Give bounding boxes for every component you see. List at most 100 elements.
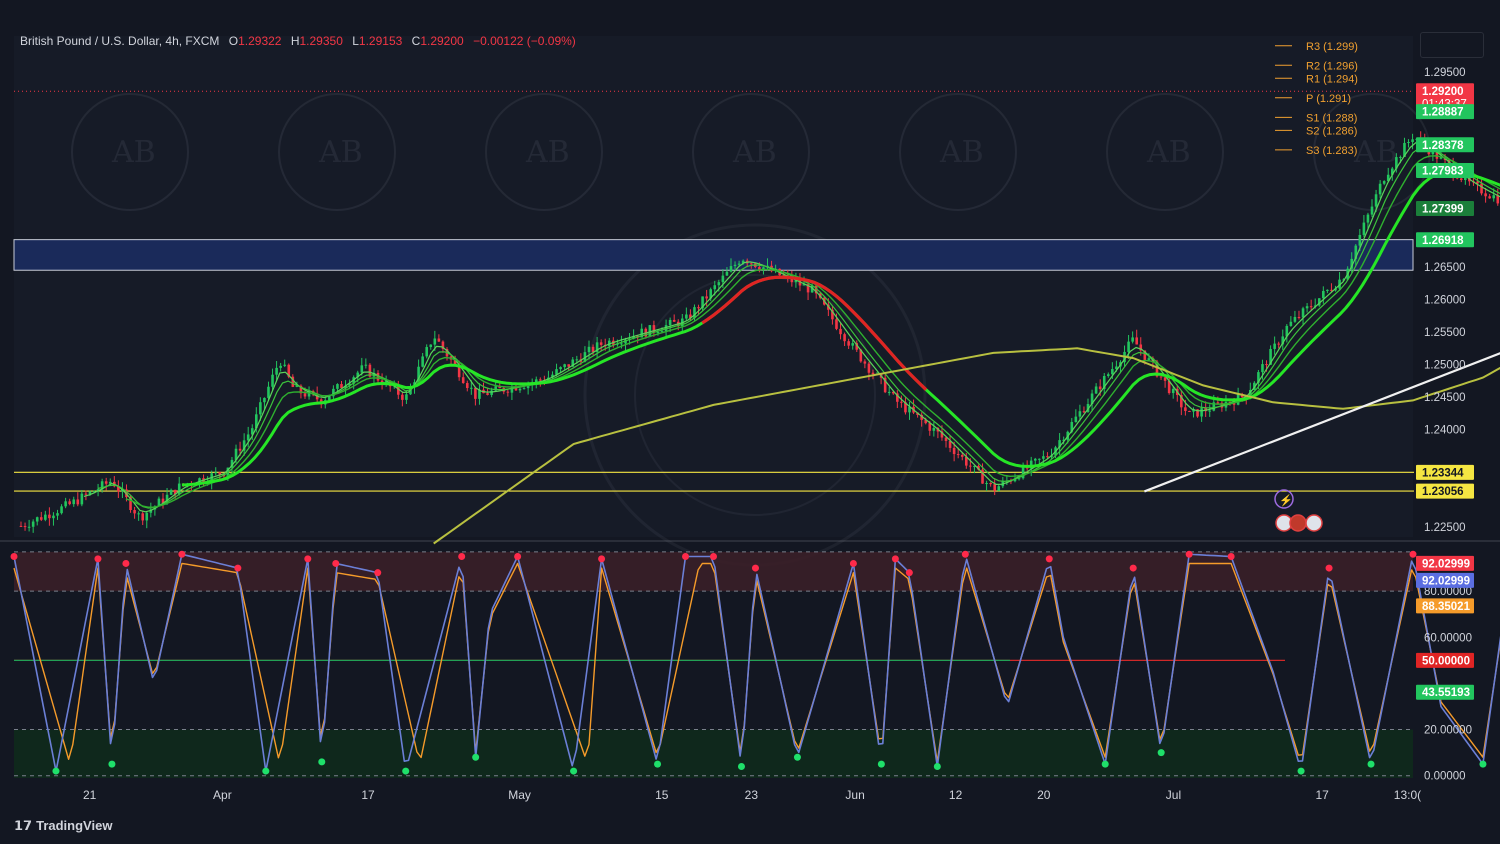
candle [1131,331,1134,344]
candle-body [250,428,254,435]
candle [250,424,254,440]
candle-body [364,364,368,366]
candle-body [725,271,729,276]
candle-body [794,279,798,283]
candle [35,516,39,526]
watermark-text: AB [318,135,363,170]
pivot-label: R3 (1.299) [1306,41,1358,53]
candle [137,511,140,521]
candle [729,258,733,273]
candle-body [376,372,380,381]
candle-body [1257,372,1260,383]
candle-body [591,346,595,352]
stoch-signal-dot [262,767,270,775]
candle [23,522,27,531]
stoch-signal-dot [570,767,578,775]
candle-body [161,498,165,504]
pivot-label: P (1.291) [1306,93,1351,105]
top-right-button[interactable] [1420,32,1484,58]
candle-body [713,285,717,290]
candle [1411,133,1414,150]
candle-body [433,338,437,345]
candle-body [952,447,956,455]
candle-body [1013,478,1017,482]
candle-body [1285,325,1289,337]
candle-body [328,396,331,401]
candle [920,412,923,427]
candle-body [956,454,960,456]
candle-body [19,525,23,527]
candle [1382,180,1386,186]
candle-body [932,428,936,431]
candle [1159,376,1163,380]
candle [1326,289,1329,294]
candle-body [234,448,238,460]
candle-body [425,347,429,357]
candle-body [1261,364,1264,373]
time-tick-label: 23 [745,788,759,802]
stoch-signal-dot [877,760,885,768]
candle [1285,324,1289,343]
candle [44,510,47,522]
candle-body [165,494,169,504]
candle-body [1395,157,1398,169]
candle [401,391,404,407]
candle-body [31,521,35,527]
stoch-tick-label: 60.00000 [1424,632,1472,644]
candle [1403,137,1406,157]
price-tick-label: 1.26500 [1424,262,1466,274]
candle-body [1301,308,1305,318]
symbol-name: British Pound / U.S. Dollar, 4h, FXCM [20,34,220,48]
ma-slow-line [433,347,1500,545]
time-tick-label: 17 [1315,788,1329,802]
stoch-label-text: 92.02999 [1422,558,1470,570]
watermark-text: AB [525,135,570,170]
open-label: O [228,34,239,48]
watermark-ring [278,93,396,211]
stoch-signal-dot [1129,564,1137,572]
candle [867,361,871,381]
candle [518,387,522,393]
watermark-icon: AB [899,93,1017,211]
price-tick-label: 1.24500 [1424,392,1466,404]
candle [348,379,351,388]
candle-body [27,526,31,528]
low-label: L [352,34,359,48]
stoch-signal-dot [458,553,466,561]
candle-body [287,364,291,377]
stoch-signal-dot [905,569,913,577]
candle [1074,409,1078,423]
candle-body [1269,348,1272,365]
candle-body [705,296,708,299]
candle [461,372,465,384]
candle [685,307,688,321]
candle-body [259,402,262,415]
time-tick-label: 20 [1037,788,1051,802]
candle [1350,252,1354,273]
candle-body [693,307,696,319]
stoch-tick-label: 80.00000 [1424,586,1472,598]
watermark-text: AB [732,135,777,170]
candle-body [68,501,71,505]
stoch-signal-dot [682,553,690,561]
candle-body [88,491,92,495]
candle-body [474,387,477,399]
candle-body [405,394,408,400]
candle-body [457,364,461,378]
candle-body [299,385,303,394]
candle-body [908,406,911,413]
candle-body [896,393,899,402]
candle [104,477,108,491]
candle [1484,187,1487,203]
stoch-signal-dot [402,767,410,775]
stoch-signal-dot [1185,550,1193,558]
candle-body [169,489,173,495]
candle [1330,283,1333,293]
candle-body [1127,341,1130,352]
candle-body [1159,376,1163,378]
candle-body [417,366,420,383]
candle-body [798,279,802,286]
candle-body [1435,149,1439,159]
candle [964,452,968,469]
